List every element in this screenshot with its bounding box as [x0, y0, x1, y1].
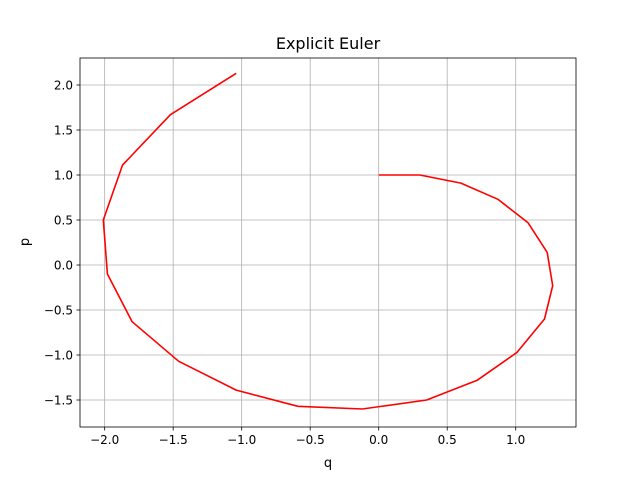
x-tick-label: −1.5 [159, 433, 188, 447]
x-tick-label: −1.0 [227, 433, 256, 447]
x-tick-label: −0.5 [296, 433, 325, 447]
series-layer [102, 72, 554, 410]
y-tick-label: 2.0 [54, 79, 73, 93]
euler-trajectory-line [102, 72, 554, 410]
x-tick-label: 1.0 [506, 433, 525, 447]
y-tick-label: −0.5 [44, 304, 73, 318]
y-tick-label: −1.5 [44, 394, 73, 408]
x-axis-ticks: −2.0 −1.5 −1.0 −0.5 0.0 0.5 1.0 [90, 427, 525, 447]
y-tick-label: 0.5 [54, 214, 73, 228]
y-tick-label: 1.0 [54, 169, 73, 183]
plot-frame [79, 57, 577, 428]
y-axis-label: p [18, 238, 33, 246]
grid-lines [80, 58, 576, 427]
y-tick-label: −1.0 [44, 349, 73, 363]
x-axis-label: q [324, 456, 332, 471]
y-axis-ticks: −1.5 −1.0 −0.5 0.0 0.5 1.0 1.5 2.0 [44, 79, 80, 408]
x-tick-label: −2.0 [90, 433, 119, 447]
chart-title: Explicit Euler [276, 34, 381, 53]
y-tick-label: 1.5 [54, 124, 73, 138]
x-tick-label: 0.0 [369, 433, 388, 447]
y-tick-label: 0.0 [54, 259, 73, 273]
x-tick-label: 0.5 [438, 433, 457, 447]
